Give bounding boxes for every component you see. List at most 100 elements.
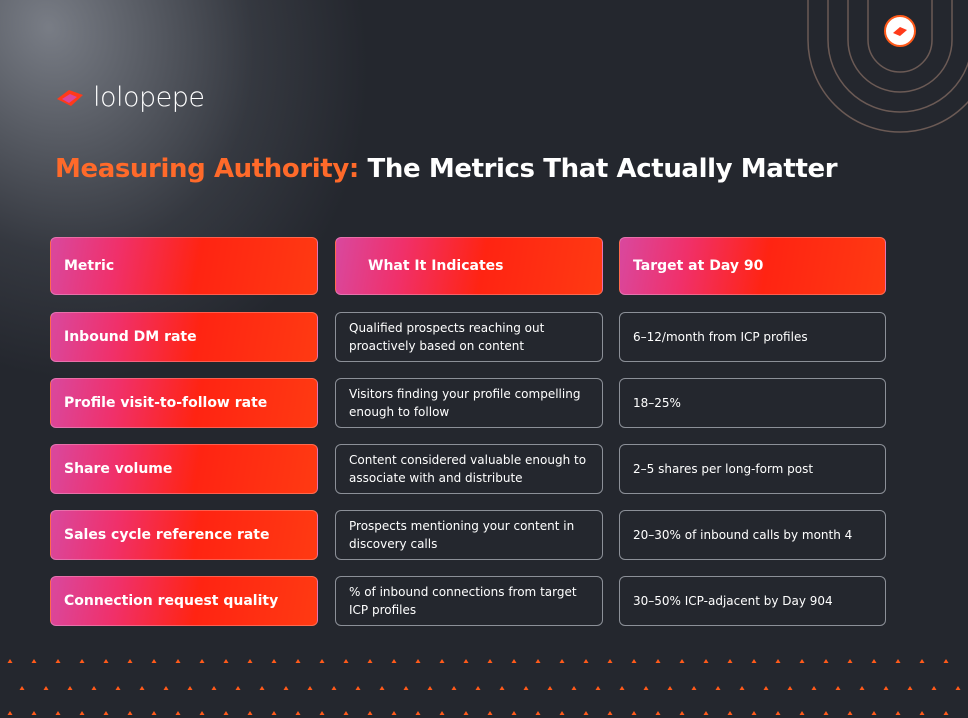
dot [919, 659, 925, 663]
table-cell: 30–50% ICP-adjacent by Day 904 [619, 576, 886, 626]
dot [319, 659, 325, 663]
dot [235, 686, 241, 690]
dot [943, 659, 949, 663]
table-cell: 2–5 shares per long-form post [619, 444, 886, 494]
dot [223, 711, 229, 715]
dot [103, 659, 109, 663]
dot-pattern [7, 659, 961, 715]
table-cell: 6–12/month from ICP profiles [619, 312, 886, 362]
dot [79, 711, 85, 715]
dot [631, 711, 637, 715]
dot [139, 686, 145, 690]
dot [727, 659, 733, 663]
dot [535, 711, 541, 715]
dot [799, 659, 805, 663]
dot [895, 711, 901, 715]
table-cell: Visitors finding your profile compelling… [335, 378, 603, 428]
dot [739, 686, 745, 690]
dot [403, 686, 409, 690]
dot [187, 686, 193, 690]
dot [295, 659, 301, 663]
dot [571, 686, 577, 690]
dot [667, 686, 673, 690]
metric-cell: Connection request quality [50, 576, 318, 626]
dot [7, 711, 13, 715]
dot [79, 659, 85, 663]
dot [523, 686, 529, 690]
dot [127, 711, 133, 715]
dot [43, 686, 49, 690]
dot [559, 659, 565, 663]
dot [727, 711, 733, 715]
dot [655, 711, 661, 715]
dot [823, 659, 829, 663]
dot [127, 659, 133, 663]
dot [763, 686, 769, 690]
dot [907, 686, 913, 690]
dot [847, 711, 853, 715]
dot [55, 659, 61, 663]
dot [679, 659, 685, 663]
dot [415, 659, 421, 663]
dot [19, 686, 25, 690]
dot [211, 686, 217, 690]
dot [919, 711, 925, 715]
logo-text: lolopepe [93, 82, 205, 113]
dot [679, 711, 685, 715]
dot [619, 686, 625, 690]
dot [943, 711, 949, 715]
dot [787, 686, 793, 690]
dot [583, 659, 589, 663]
dot [511, 711, 517, 715]
dot [595, 686, 601, 690]
dot [391, 659, 397, 663]
dot [703, 711, 709, 715]
dot [163, 686, 169, 690]
dot [199, 659, 205, 663]
dot [247, 659, 253, 663]
dot [379, 686, 385, 690]
dot [895, 659, 901, 663]
dot [847, 659, 853, 663]
dot [715, 686, 721, 690]
dot [67, 686, 73, 690]
dot [343, 711, 349, 715]
dot [271, 659, 277, 663]
dot [799, 711, 805, 715]
title: Measuring Authority: The Metrics That Ac… [55, 154, 838, 184]
dot [31, 711, 37, 715]
dot [331, 686, 337, 690]
dot [751, 711, 757, 715]
dot [475, 686, 481, 690]
table-cell: 18–25% [619, 378, 886, 428]
dot [871, 711, 877, 715]
dot [859, 686, 865, 690]
dot [751, 659, 757, 663]
dot [355, 686, 361, 690]
dot [811, 686, 817, 690]
table-cell: % of inbound connections from target ICP… [335, 576, 603, 626]
dot [511, 659, 517, 663]
metric-cell: Profile visit-to-follow rate [50, 378, 318, 428]
dot [583, 711, 589, 715]
dot [535, 659, 541, 663]
dot [439, 659, 445, 663]
dot [607, 659, 613, 663]
title-accent: Measuring Authority: [55, 154, 359, 184]
dot [703, 659, 709, 663]
logo: lolopepe [55, 82, 205, 113]
corner-icon-mark [893, 27, 907, 36]
metric-cell: Sales cycle reference rate [50, 510, 318, 560]
logo-icon [57, 89, 83, 106]
table-cell: Prospects mentioning your content in dis… [335, 510, 603, 560]
dot [103, 711, 109, 715]
dot [487, 659, 493, 663]
title-rest: The Metrics That Actually Matter [367, 154, 838, 184]
metric-cell: Inbound DM rate [50, 312, 318, 362]
dot [631, 659, 637, 663]
dot [199, 711, 205, 715]
dot [607, 711, 613, 715]
dot [295, 711, 301, 715]
